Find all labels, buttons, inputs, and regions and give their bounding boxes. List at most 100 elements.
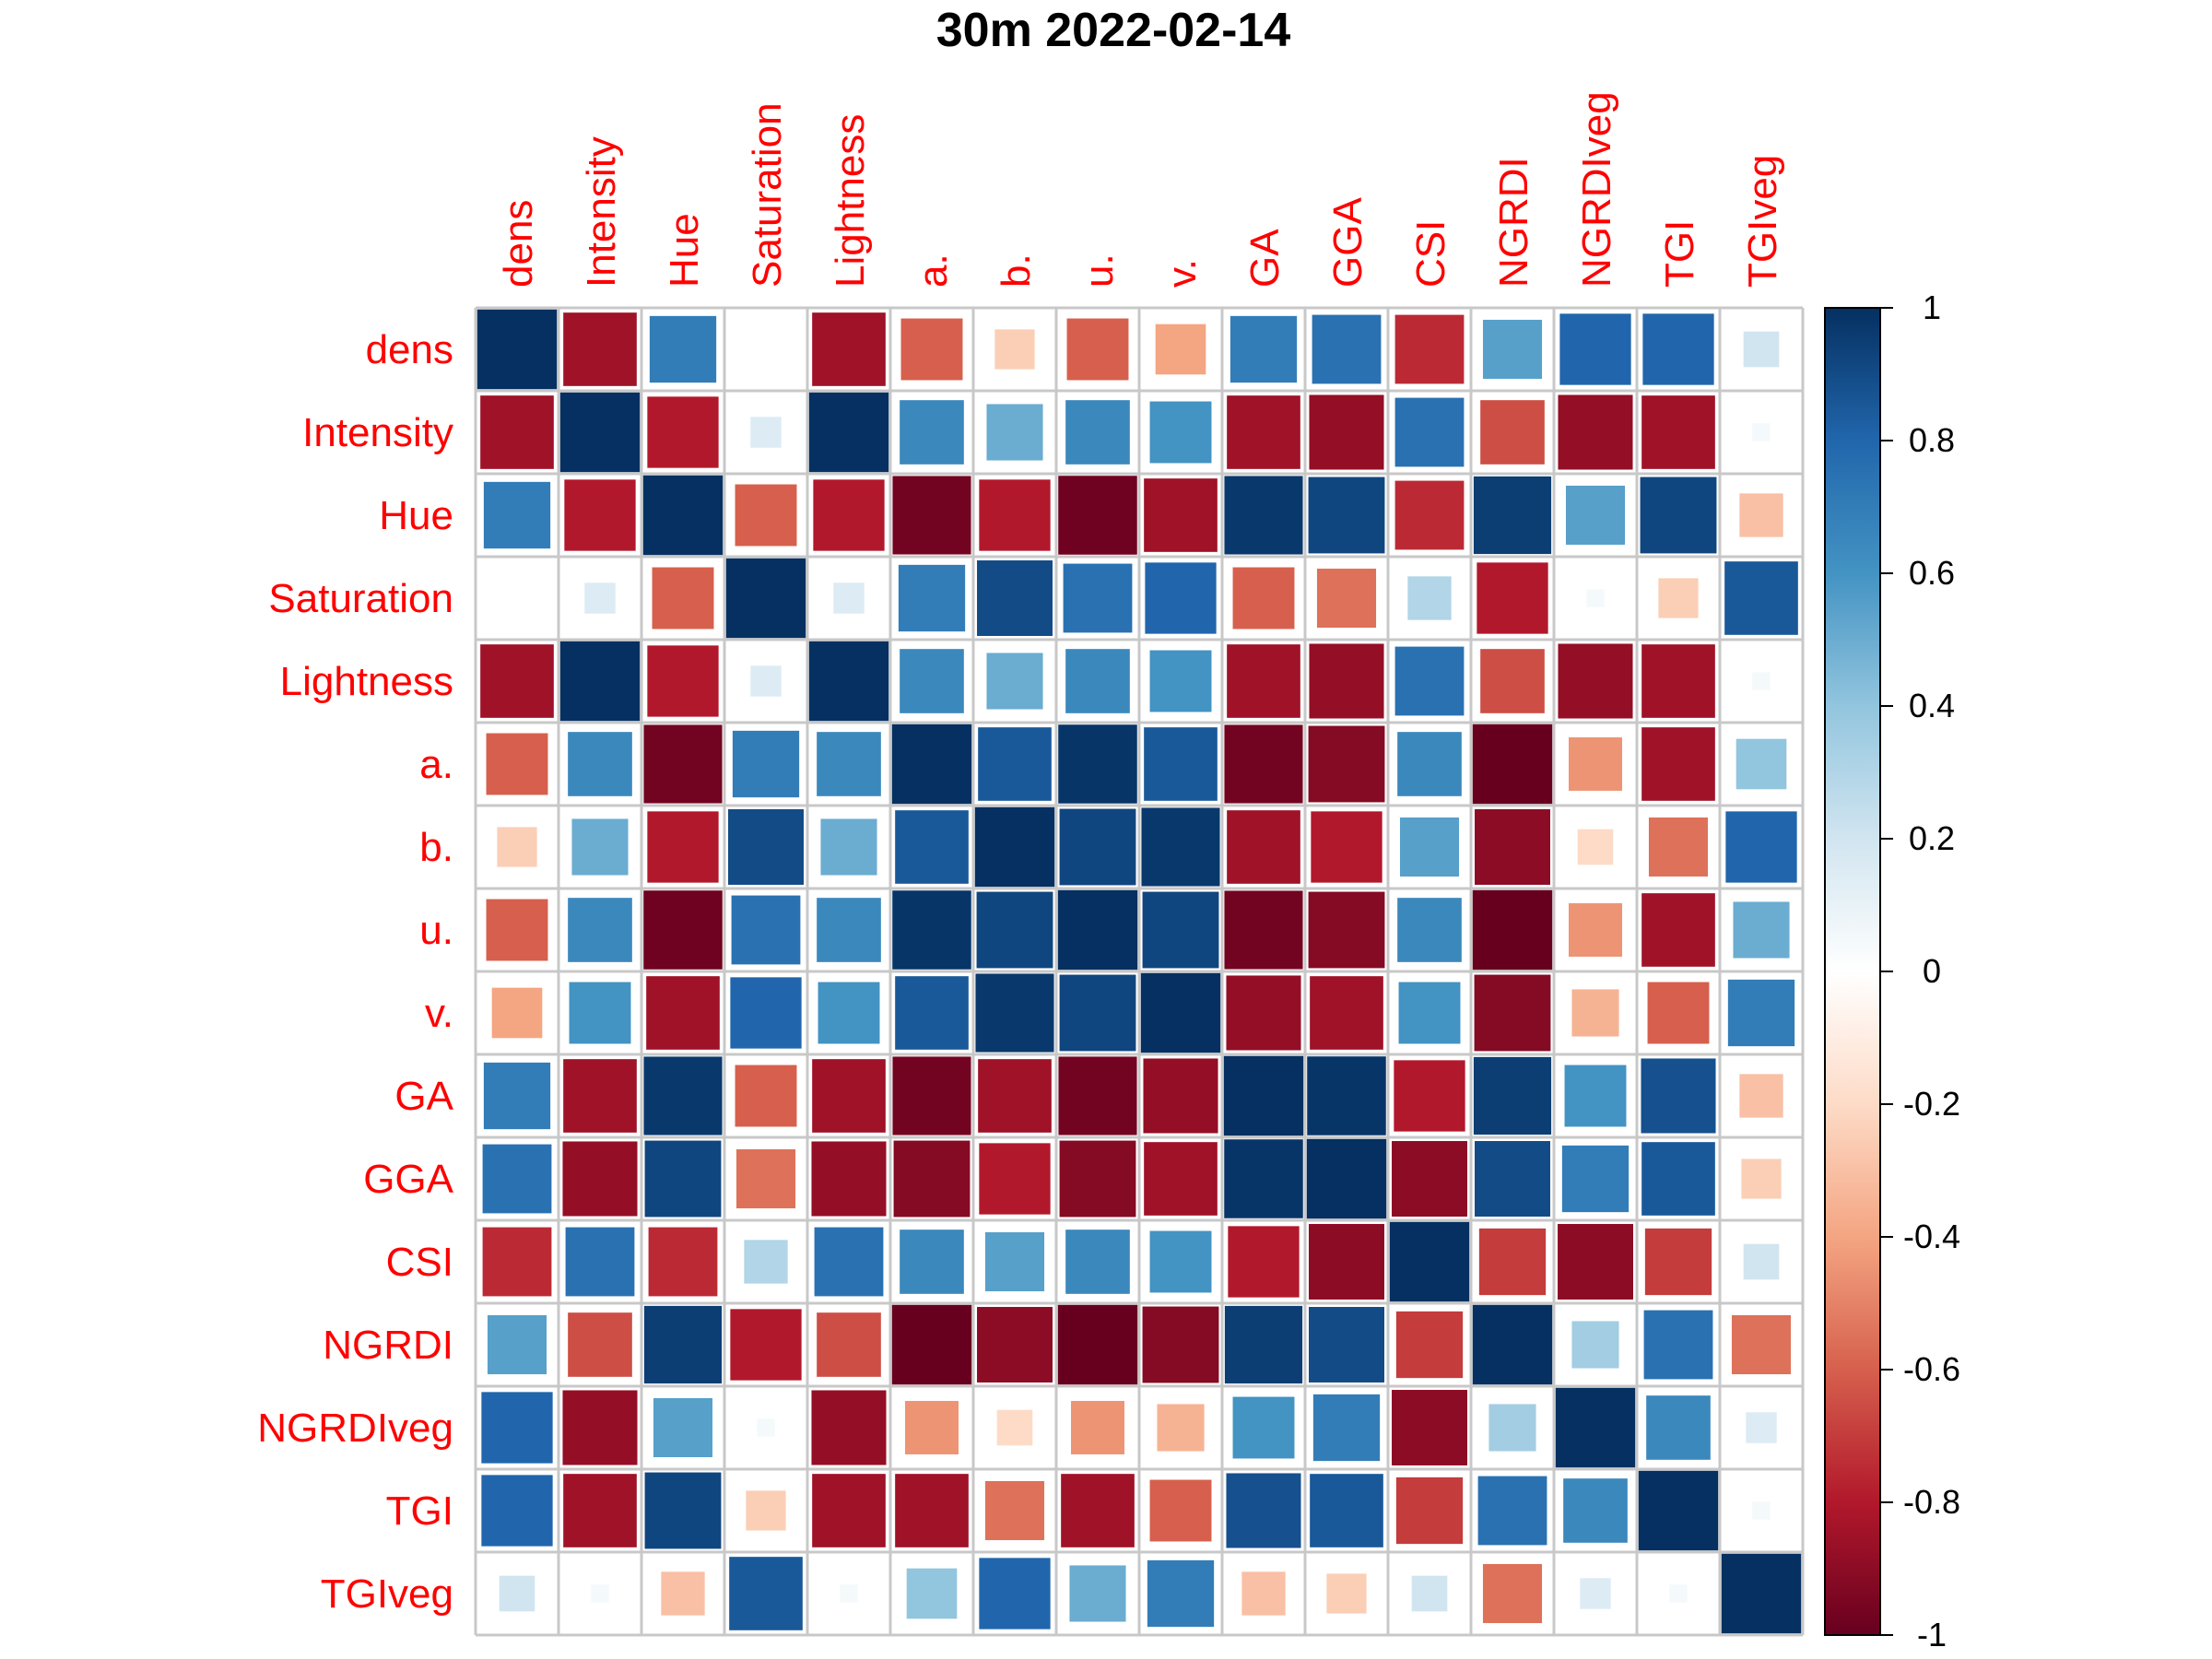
cell-NGRDI-Saturation — [730, 1309, 802, 1381]
cell-NGRDI-b. — [977, 1307, 1053, 1382]
cell-Hue-Hue — [642, 475, 724, 556]
cell-Lightness-u. — [1065, 649, 1130, 713]
cell-Hue-dens — [483, 481, 551, 549]
cell-v.-CSI — [1398, 982, 1461, 1044]
cell-v.-Lightness — [818, 982, 880, 1044]
cell-CSI-dens — [482, 1227, 552, 1297]
cell-Intensity-GGA — [1309, 394, 1384, 470]
cell-TGI-GGA — [1310, 1474, 1383, 1547]
cell-dens-u. — [1066, 318, 1129, 381]
cell-NGRDIveg-NGRDI — [1488, 1404, 1536, 1452]
colorbar-tick-label: 0.6 — [1909, 554, 1955, 592]
cell-TGIveg-Hue — [661, 1571, 705, 1616]
cell-Intensity-CSI — [1394, 397, 1465, 467]
cell-v.-Hue — [646, 976, 720, 1050]
cell-NGRDI-a. — [891, 1304, 972, 1385]
heatmap-cells — [477, 309, 1802, 1634]
cell-Saturation-Intensity — [584, 582, 616, 614]
cell-u.-TGIveg — [1733, 901, 1790, 959]
cell-dens-GGA — [1312, 314, 1382, 384]
cell-Hue-TGIveg — [1739, 493, 1783, 537]
cell-u.-b. — [976, 891, 1053, 969]
cell-Intensity-TGIveg — [1752, 423, 1771, 441]
cell-Intensity-u. — [1065, 400, 1130, 465]
cell-Intensity-NGRDI — [1480, 400, 1545, 465]
cell-CSI-GA — [1228, 1226, 1300, 1298]
cell-b.-TGI — [1648, 817, 1709, 877]
cell-GGA-TGI — [1641, 1142, 1715, 1216]
cell-Saturation-b. — [977, 560, 1053, 636]
cell-a.-v. — [1144, 727, 1218, 801]
cell-TGI-TGIveg — [1752, 1501, 1771, 1520]
cell-dens-GA — [1230, 315, 1298, 383]
column-label-v.: v. — [1159, 259, 1205, 288]
cell-TGIveg-b. — [979, 1558, 1051, 1630]
cell-a.-a. — [891, 724, 972, 805]
row-label-b.: b. — [419, 825, 453, 870]
cell-CSI-Hue — [648, 1227, 718, 1297]
cell-dens-a. — [900, 318, 963, 381]
column-label-CSI: CSI — [1408, 220, 1453, 288]
row-labels: dens Intensity Hue Saturation Lightness a. b. u… — [257, 327, 453, 1617]
cell-Hue-NGRDI — [1473, 476, 1552, 555]
cell-dens-v. — [1155, 324, 1206, 375]
cell-TGI-a. — [895, 1474, 969, 1547]
row-label-a.: a. — [419, 742, 453, 787]
row-label-dens: dens — [366, 327, 453, 372]
cell-Hue-TGI — [1640, 477, 1717, 554]
column-label-Intensity: Intensity — [579, 136, 624, 288]
cell-GGA-NGRDIveg — [1561, 1145, 1630, 1213]
row-label-NGRDIveg: NGRDIveg — [257, 1406, 453, 1451]
colorbar-tick-label: 0.8 — [1909, 421, 1955, 459]
row-label-Hue: Hue — [379, 493, 453, 538]
cell-NGRDIveg-a. — [905, 1401, 959, 1454]
cell-NGRDI-NGRDI — [1472, 1304, 1553, 1385]
cell-CSI-Lightness — [814, 1227, 884, 1297]
cell-b.-dens — [497, 827, 537, 867]
cell-CSI-Intensity — [565, 1227, 635, 1297]
cell-Intensity-NGRDIveg — [1558, 394, 1633, 470]
cell-GA-Hue — [643, 1056, 723, 1135]
cell-TGI-TGI — [1638, 1470, 1719, 1551]
cell-dens-Intensity — [563, 312, 637, 386]
cell-Lightness-Saturation — [750, 665, 782, 697]
row-label-v.: v. — [425, 991, 453, 1036]
cell-NGRDIveg-TGIveg — [1746, 1412, 1777, 1443]
cell-GA-v. — [1143, 1058, 1218, 1134]
cell-NGRDI-v. — [1142, 1306, 1219, 1383]
cell-v.-GA — [1226, 975, 1301, 1051]
cell-b.-a. — [895, 810, 969, 884]
cell-GGA-dens — [482, 1144, 552, 1214]
cell-Hue-NGRDIveg — [1565, 485, 1626, 546]
column-label-GGA: GGA — [1325, 197, 1371, 288]
colorbar-tick-label: -0.6 — [1903, 1350, 1960, 1388]
cell-GGA-Saturation — [735, 1148, 796, 1209]
cell-TGI-v. — [1149, 1479, 1212, 1542]
cell-Hue-GGA — [1308, 477, 1385, 554]
cell-TGI-Intensity — [563, 1474, 637, 1547]
cell-GA-NGRDIveg — [1564, 1065, 1627, 1127]
column-label-TGIveg: TGIveg — [1740, 155, 1785, 288]
cell-a.-b. — [978, 727, 1052, 801]
cell-b.-TGIveg — [1725, 811, 1797, 883]
cell-Intensity-Saturation — [750, 417, 782, 448]
cell-NGRDIveg-Lightness — [811, 1390, 887, 1465]
cell-GGA-Lightness — [811, 1141, 887, 1217]
cell-TGIveg-u. — [1069, 1565, 1126, 1622]
cell-Saturation-Saturation — [725, 558, 806, 639]
cell-a.-NGRDI — [1472, 724, 1553, 805]
cell-dens-b. — [994, 329, 1035, 370]
cell-GGA-GGA — [1306, 1138, 1387, 1219]
column-label-b.: b. — [994, 253, 1039, 288]
cell-b.-v. — [1141, 807, 1220, 887]
colorbar-tick-label: 0.2 — [1909, 819, 1955, 857]
cell-v.-TGI — [1647, 982, 1710, 1044]
cell-a.-Saturation — [732, 730, 800, 798]
cell-Saturation-NGRDI — [1477, 562, 1548, 634]
cell-Intensity-v. — [1149, 401, 1212, 464]
cell-GA-b. — [978, 1059, 1052, 1133]
chart-title: 30m 2022-02-14 — [936, 4, 1291, 57]
cell-NGRDIveg-b. — [996, 1409, 1033, 1446]
cell-Intensity-Lightness — [808, 392, 889, 473]
cell-NGRDI-Lightness — [817, 1312, 881, 1377]
